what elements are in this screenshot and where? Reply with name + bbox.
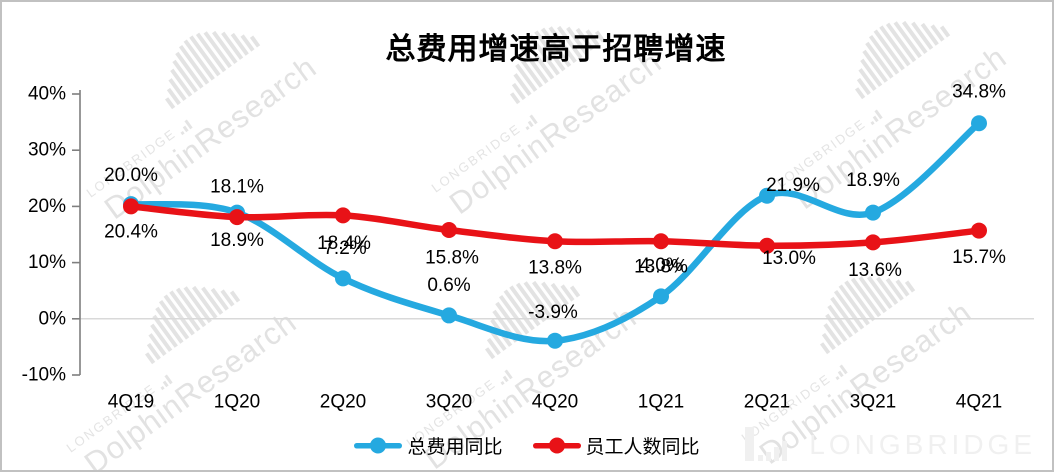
data-point bbox=[865, 234, 881, 251]
data-label: 15.8% bbox=[425, 248, 479, 269]
legend-label-headcount: 员工人数同比 bbox=[585, 437, 700, 458]
data-label: 13.8% bbox=[634, 257, 688, 278]
data-label: 18.1% bbox=[210, 177, 264, 198]
y-tick-label: -10% bbox=[22, 365, 66, 386]
longbridge-logo-text: LONGBRIDGE bbox=[809, 429, 1036, 460]
data-point bbox=[759, 237, 775, 254]
x-tick-label: 4Q19 bbox=[108, 392, 154, 413]
data-point bbox=[547, 233, 563, 250]
data-label: 18.9% bbox=[846, 170, 900, 191]
longbridge-logo: LONGBRIDGE bbox=[745, 422, 1036, 468]
x-tick-label: 4Q20 bbox=[532, 392, 578, 413]
expense-line-marker-icon bbox=[354, 437, 403, 454]
data-point bbox=[653, 233, 669, 250]
data-label: 18.9% bbox=[210, 230, 264, 251]
data-label: -3.9% bbox=[528, 302, 578, 323]
data-label: 13.0% bbox=[762, 248, 816, 269]
y-tick-label: 0% bbox=[39, 308, 67, 329]
legend-item-expense: 总费用同比 bbox=[354, 432, 503, 459]
data-label: 34.8% bbox=[952, 82, 1006, 103]
x-tick-label: 1Q20 bbox=[214, 392, 260, 413]
data-label: 13.8% bbox=[528, 258, 582, 279]
x-tick-label: 4Q21 bbox=[956, 392, 1002, 413]
data-point bbox=[441, 307, 457, 324]
data-label: 4.0% bbox=[639, 255, 682, 276]
data-point bbox=[971, 222, 987, 239]
x-tick-label: 3Q21 bbox=[850, 392, 896, 413]
x-tick-label: 1Q21 bbox=[638, 392, 684, 413]
data-point bbox=[441, 222, 457, 239]
x-tick-label: 2Q21 bbox=[744, 392, 790, 413]
data-point bbox=[335, 207, 351, 224]
data-point bbox=[759, 187, 775, 204]
data-label: 15.7% bbox=[952, 247, 1006, 268]
headcount-line-marker-icon bbox=[532, 437, 581, 454]
legend-item-headcount: 员工人数同比 bbox=[532, 432, 700, 459]
y-tick-label: 40% bbox=[28, 84, 66, 105]
y-tick-label: 20% bbox=[28, 196, 66, 217]
legend: 总费用同比 员工人数同比 bbox=[2, 432, 1052, 459]
data-point bbox=[547, 332, 563, 349]
y-tick-label: 30% bbox=[28, 140, 66, 161]
data-point bbox=[865, 204, 881, 221]
y-tick-label: 10% bbox=[28, 252, 66, 273]
data-point bbox=[971, 115, 987, 132]
data-label: 7.2% bbox=[323, 238, 366, 259]
x-tick-label: 2Q20 bbox=[320, 392, 366, 413]
data-point bbox=[123, 198, 139, 215]
data-point bbox=[653, 288, 669, 305]
page-title: 总费用增速高于招聘增速 bbox=[385, 33, 727, 66]
data-label: 20.0% bbox=[104, 165, 158, 186]
longbridge-logo-bars-icon bbox=[745, 427, 788, 461]
data-point bbox=[335, 270, 351, 287]
data-label: 18.4% bbox=[317, 233, 371, 254]
legend-label-expense: 总费用同比 bbox=[407, 437, 503, 458]
data-label: 13.6% bbox=[848, 260, 902, 281]
data-label: 20.4% bbox=[104, 222, 158, 243]
x-tick-label: 3Q20 bbox=[426, 392, 472, 413]
data-point bbox=[229, 209, 245, 226]
data-label: 0.6% bbox=[427, 275, 470, 296]
data-label: 21.9% bbox=[766, 175, 820, 196]
